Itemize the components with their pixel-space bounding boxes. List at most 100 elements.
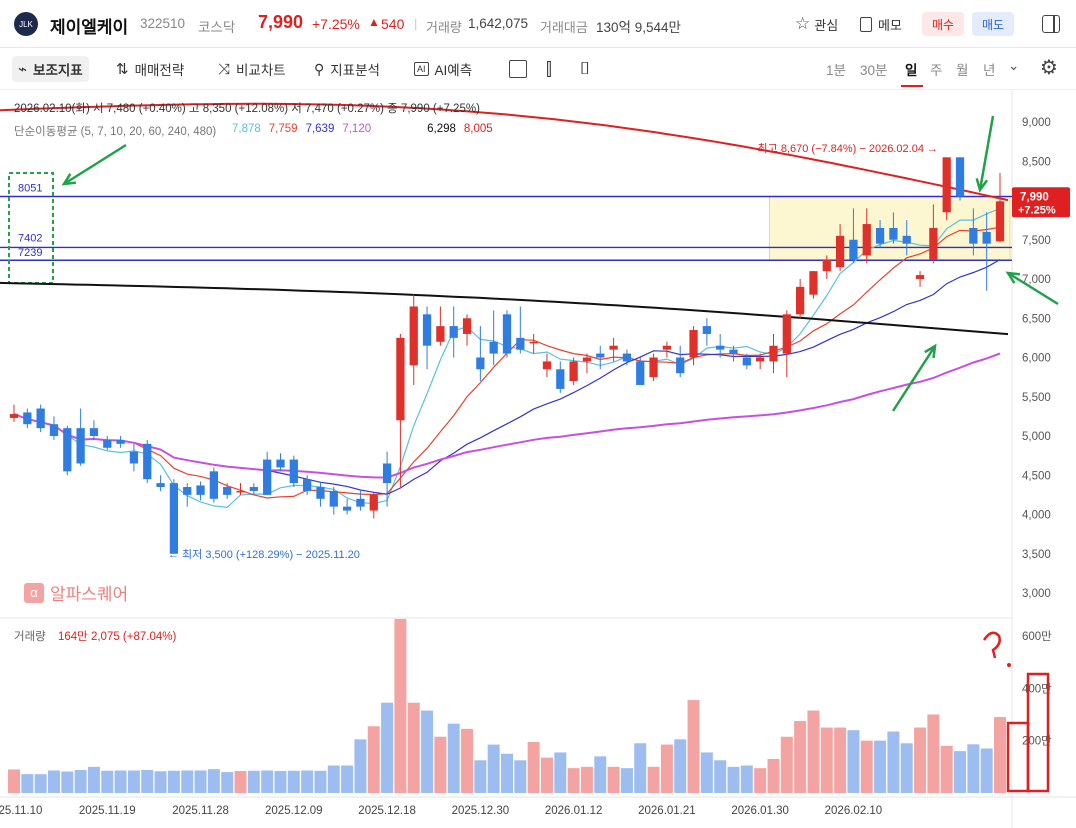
volume-bar	[501, 753, 513, 793]
date-tick-label: 2025.12.18	[358, 805, 416, 817]
moving-average-line	[13, 352, 1001, 479]
timeframe-week[interactable]: 주	[930, 63, 943, 78]
gear-icon[interactable]: ⚙	[1040, 57, 1058, 79]
volume-bar	[154, 771, 167, 793]
candle-body	[596, 353, 605, 358]
volume-bar	[714, 760, 727, 793]
indicators-button[interactable]: ⌁ 보조지표	[12, 56, 89, 82]
timeframe-30min[interactable]: 30분	[860, 63, 888, 78]
volume-highlight-box	[1026, 672, 1050, 793]
candle-body	[649, 357, 658, 378]
ohlc-info: 2026.02.10(화) 시 7,480 (+0.40%) 고 8,350 (…	[14, 103, 480, 115]
candle-body	[169, 483, 179, 554]
candle-body	[995, 201, 1005, 242]
price-tick-label: 4,500	[1022, 470, 1051, 482]
date-tick-label: 2025.11.28	[172, 805, 229, 817]
change-percent: +7.25%	[312, 16, 360, 32]
high-annotation: 최고 8,670 (−7.84%) − 2026.02.04 →	[758, 142, 938, 155]
timeframe-day[interactable]: 일	[905, 63, 918, 78]
volume-bar	[967, 744, 980, 793]
volume-bar	[834, 727, 847, 793]
candle-body	[969, 227, 978, 244]
volume-bar	[754, 768, 767, 793]
volume-bar	[794, 721, 807, 793]
timeframe-1min[interactable]: 1분	[826, 63, 846, 78]
shuffle-icon: ⤨	[218, 60, 231, 78]
candle-body	[196, 485, 205, 495]
watch-button[interactable]: ☆ 관심	[795, 14, 839, 33]
volume-bar	[607, 766, 620, 793]
moving-average-480-line	[0, 102, 1009, 202]
camera-icon[interactable]: ⌷	[580, 59, 591, 78]
candle-body	[382, 463, 392, 484]
volume-bar	[860, 740, 873, 793]
volume-bar	[954, 751, 967, 793]
timeframe-month[interactable]: 월	[956, 63, 969, 78]
market-label: 코스닥	[198, 20, 236, 35]
ma-value: 7,639	[305, 123, 335, 135]
candle-body	[729, 349, 738, 354]
candle-body	[689, 330, 698, 358]
candle-body	[9, 414, 19, 418]
candle-body	[369, 494, 378, 511]
volume-title: 거래량	[14, 631, 46, 643]
candle-body	[449, 326, 458, 338]
candle-body	[582, 357, 592, 362]
price-tick-label: 6,000	[1022, 353, 1051, 365]
square-draw-icon[interactable]	[509, 60, 527, 78]
stock-chart[interactable]: 8051 7402 7239 3,000 3,500 4,000 4,500 5,000 5,…	[0, 90, 1076, 828]
volume-bar	[940, 745, 953, 793]
volume-bar	[660, 744, 673, 793]
candle-body	[303, 479, 312, 491]
timeframe-year[interactable]: 년	[983, 63, 996, 78]
candle-body	[716, 345, 725, 350]
volume-info: 164만 2,075 (+87.04%)	[58, 631, 177, 643]
volume-bar	[914, 727, 927, 793]
buy-button[interactable]: 매수	[922, 12, 964, 36]
volume-bar	[61, 771, 74, 793]
volume-tick-label: 200만	[1022, 735, 1052, 748]
volume-bar	[874, 740, 887, 793]
ai-predict-button[interactable]: AI AI예측	[414, 56, 472, 82]
strategy-button[interactable]: ⇅ 매매전략	[116, 61, 185, 78]
candle-body	[462, 318, 472, 334]
volume-bar	[101, 770, 114, 793]
low-annotation: ← 최저 3,500 (+128.29%) − 2025.11.20	[168, 548, 360, 561]
candle-body	[942, 157, 951, 213]
candle-body	[822, 259, 831, 272]
annotation-arrow	[63, 143, 127, 186]
volume-bar	[261, 770, 274, 793]
volume-bar	[687, 700, 700, 793]
candle-body	[542, 361, 552, 370]
candle-body	[329, 490, 338, 507]
volume-bar	[487, 744, 500, 793]
candle-body	[249, 487, 258, 491]
date-tick-label: 2026.01.21	[638, 805, 696, 817]
analysis-button[interactable]: ⚲ 지표분석	[314, 60, 380, 79]
volume-bar	[167, 770, 180, 793]
date-tick-label: 2026.01.12	[545, 805, 603, 817]
candle-body	[63, 428, 72, 472]
candle-body	[276, 459, 285, 468]
volume-bar	[21, 774, 34, 793]
memo-button[interactable]: 메모	[860, 12, 902, 36]
volume-bar	[287, 770, 300, 793]
volume-bar	[234, 771, 247, 793]
chevron-down-icon[interactable]: ⌄	[1008, 58, 1020, 73]
candle-body	[116, 439, 125, 444]
price-tick-label: 7,000	[1022, 274, 1051, 286]
chart-toolbar: ⌁ 보조지표 ⇅ 매매전략 ⤨ 비교차트 ⚲ 지표분석 AI AI예측 ⫿ ⌷ …	[0, 48, 1076, 90]
candle-body	[396, 337, 405, 421]
candle-type-icon[interactable]: ⫿	[546, 58, 552, 79]
ma-value: 7,120	[342, 123, 372, 135]
candle-body	[316, 487, 325, 499]
candle-body	[129, 451, 139, 464]
volume-bar	[807, 710, 820, 793]
last-price-tag	[1012, 187, 1070, 218]
volume-bar	[780, 736, 793, 793]
layout-toggle-icon[interactable]	[1042, 15, 1060, 33]
compare-button[interactable]: ⤨ 비교차트	[218, 60, 286, 79]
sell-button[interactable]: 매도	[972, 12, 1014, 36]
date-tick-label: 2026.02.10	[825, 805, 883, 817]
candle-body	[209, 471, 218, 499]
